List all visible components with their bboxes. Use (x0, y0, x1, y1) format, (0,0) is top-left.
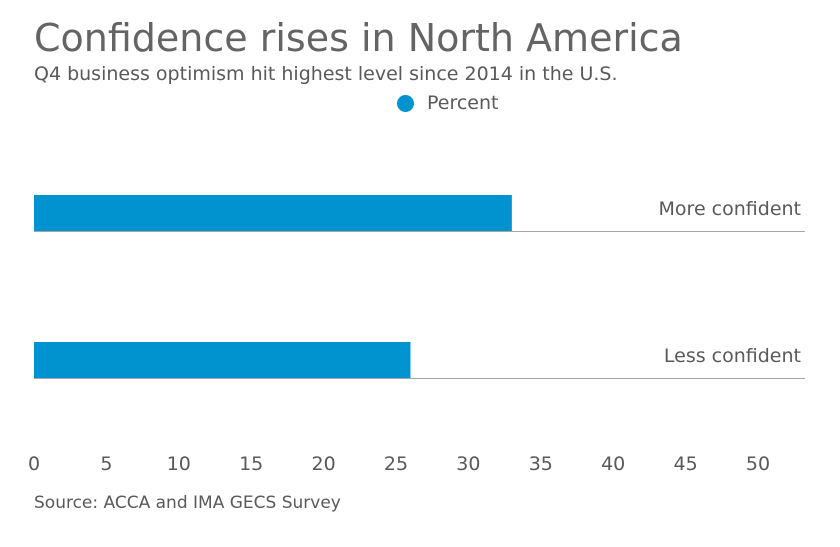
bar-more-confident (34, 195, 512, 231)
legend-swatch (397, 94, 414, 112)
x-tick-label-5: 5 (100, 453, 112, 475)
source-note: Source: ACCA and IMA GECS Survey (34, 493, 341, 513)
x-tick-label-50: 50 (746, 453, 770, 475)
x-tick-label-15: 15 (239, 453, 263, 475)
bar-less-confident (34, 342, 411, 378)
x-tick-label-20: 20 (312, 453, 336, 475)
legend: Percent (397, 90, 499, 116)
x-tick-label-10: 10 (167, 453, 191, 475)
chart-title: Confidence rises in North America (34, 16, 683, 60)
category-label-less-confident: Less confident (664, 345, 801, 367)
category-label-more-confident: More confident (659, 198, 801, 220)
x-tick-label-45: 45 (674, 453, 698, 475)
x-tick-label-30: 30 (456, 453, 480, 475)
chart-subtitle: Q4 business optimism hit highest level s… (34, 63, 618, 85)
legend-label: Percent (427, 92, 499, 114)
x-tick-label-40: 40 (601, 453, 625, 475)
x-tick-label-25: 25 (384, 453, 408, 475)
x-tick-label-0: 0 (28, 453, 40, 475)
x-tick-label-35: 35 (529, 453, 553, 475)
